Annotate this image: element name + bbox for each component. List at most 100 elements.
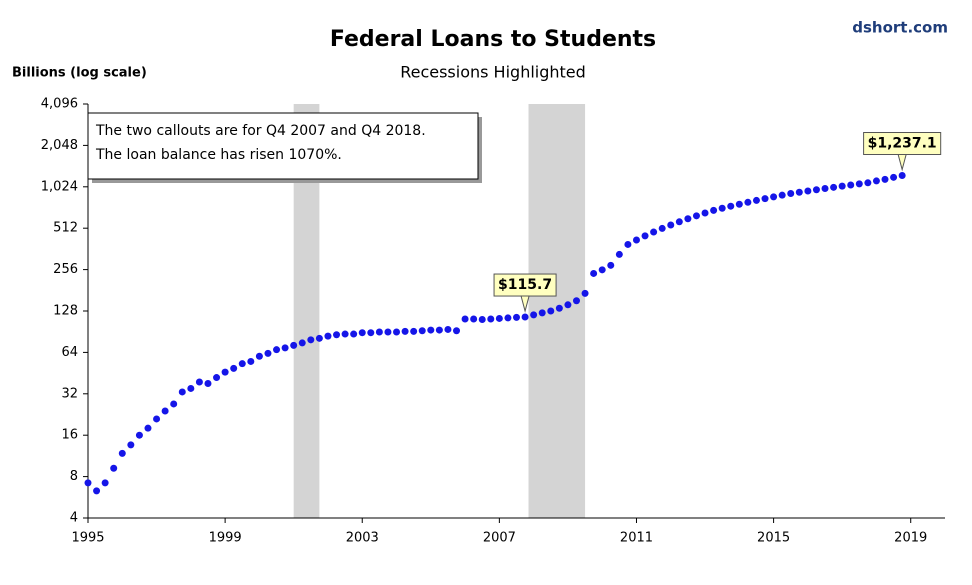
- data-point: [333, 331, 341, 339]
- data-point: [650, 228, 658, 236]
- data-point: [830, 183, 838, 191]
- recession-band: [528, 104, 586, 518]
- x-tick-label: 2011: [620, 531, 653, 546]
- data-point: [478, 316, 486, 324]
- chart-title: Federal Loans to Students: [330, 27, 656, 52]
- data-point: [238, 360, 246, 368]
- data-label: $1,237.1: [868, 136, 937, 152]
- data-point: [504, 314, 512, 322]
- data-point: [427, 326, 435, 334]
- y-tick-label: 16: [61, 428, 78, 443]
- data-point: [564, 301, 572, 309]
- data-point: [658, 224, 666, 232]
- y-tick-label: 128: [53, 304, 78, 319]
- data-point: [710, 206, 718, 214]
- data-point: [375, 328, 383, 336]
- data-point: [418, 327, 426, 335]
- y-tick-label: 512: [53, 221, 78, 236]
- data-point: [110, 464, 118, 472]
- x-tick-label: 2003: [346, 531, 379, 546]
- annotation-box: [87, 112, 479, 180]
- data-point: [118, 449, 126, 457]
- data-point: [521, 313, 529, 321]
- data-point: [727, 202, 735, 210]
- data-point: [101, 479, 109, 487]
- source: dshort.com: [852, 19, 948, 37]
- data-point: [761, 195, 769, 203]
- annotation-text: The two callouts are for Q4 2007 and Q4 …: [95, 123, 426, 139]
- data-point: [607, 261, 615, 269]
- callout-pointer: [520, 295, 530, 313]
- annotation: The two callouts are for Q4 2007 and Q4 …: [87, 112, 482, 183]
- data-point: [744, 198, 752, 206]
- data-point: [401, 327, 409, 335]
- data-point: [735, 200, 743, 208]
- y-tick-label: 256: [53, 262, 78, 277]
- data-point: [787, 190, 795, 198]
- data-point: [178, 388, 186, 396]
- x-tick-label: 1995: [71, 531, 104, 546]
- chart-subtitle: Recessions Highlighted: [400, 63, 586, 82]
- data-point: [864, 179, 872, 187]
- data-point: [590, 269, 598, 277]
- x-tick-label: 2015: [757, 531, 790, 546]
- data-point: [890, 173, 898, 181]
- data-point: [641, 232, 649, 240]
- data-point: [273, 346, 281, 354]
- data-point: [341, 330, 349, 338]
- data-point: [667, 221, 675, 229]
- data-point: [461, 315, 469, 323]
- data-point: [487, 315, 495, 323]
- y-axis-label: Billions (log scale): [12, 66, 147, 81]
- callout-pointer: [897, 154, 907, 172]
- data-point: [281, 344, 289, 352]
- y-tick-label: 2,048: [41, 138, 78, 153]
- data-point: [881, 175, 889, 183]
- data-point: [161, 407, 169, 415]
- data-point: [410, 327, 418, 335]
- data-point: [213, 374, 221, 382]
- data-point: [684, 215, 692, 223]
- data-point: [513, 313, 520, 321]
- callout: $115.7: [493, 273, 557, 313]
- data-point: [367, 329, 375, 337]
- data-point: [701, 209, 709, 217]
- data-point: [615, 250, 623, 258]
- data-point: [247, 357, 255, 365]
- y-tick-label: 1,024: [41, 179, 78, 194]
- data-point: [795, 188, 803, 196]
- y-tick-label: 64: [61, 345, 78, 360]
- annotation-text: The loan balance has risen 1070%.: [95, 147, 342, 163]
- data-point: [838, 182, 846, 190]
- data-point: [350, 330, 358, 338]
- y-tick-label: 8: [70, 469, 78, 484]
- x-tick-label: 1999: [209, 531, 242, 546]
- data-point: [170, 400, 178, 408]
- data-point: [435, 326, 443, 334]
- data-point: [221, 368, 229, 376]
- data-point: [495, 314, 503, 322]
- data-label: $115.7: [498, 277, 552, 293]
- x-tick-label: 2007: [483, 531, 516, 546]
- data-point: [538, 309, 546, 317]
- data-point: [315, 334, 323, 342]
- y-tick-label: 4: [70, 511, 78, 526]
- data-point: [675, 218, 683, 226]
- data-point: [530, 311, 538, 319]
- data-point: [384, 328, 392, 336]
- data-point: [804, 187, 812, 195]
- data-point: [324, 332, 332, 340]
- data-point: [581, 289, 589, 297]
- data-point: [135, 431, 143, 439]
- data-point: [195, 378, 203, 386]
- data-point: [290, 341, 298, 349]
- data-point: [692, 212, 700, 220]
- data-point: [752, 196, 760, 204]
- data-point: [204, 380, 212, 388]
- y-tick-label: 4,096: [41, 97, 78, 112]
- data-point: [358, 329, 366, 337]
- data-point: [872, 177, 880, 185]
- data-point: [187, 384, 195, 392]
- data-point: [153, 415, 161, 423]
- y-tick-label: 32: [61, 386, 78, 401]
